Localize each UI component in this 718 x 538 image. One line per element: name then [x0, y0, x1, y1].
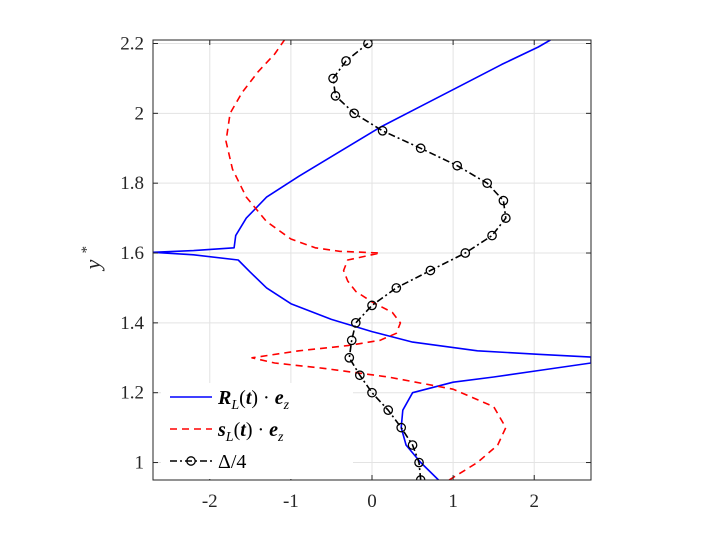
series-line-0	[153, 40, 591, 480]
series-point	[346, 335, 357, 346]
y-tick-label: 2	[135, 103, 145, 124]
y-axis-label: y *	[79, 246, 105, 271]
x-tick-label: -1	[283, 491, 299, 512]
x-tick-label: 0	[367, 491, 377, 512]
series-point	[414, 457, 424, 468]
series-0	[153, 40, 591, 480]
series-point	[452, 160, 463, 171]
series-line-2	[332, 42, 507, 480]
series-point	[350, 318, 361, 328]
y-tick-label: 1.2	[120, 383, 144, 404]
y-tick-label: 1.8	[120, 173, 144, 194]
legend-entry-r: RL(t) · ez	[170, 387, 290, 413]
legend-box	[161, 383, 353, 479]
y-axis-label-star: *	[79, 246, 95, 254]
series-point	[367, 387, 377, 398]
legend: RL(t) · ez sL(t) · ez Δ/4	[161, 383, 353, 479]
series-1	[225, 40, 507, 480]
series-point	[367, 300, 377, 311]
legend-label-delta: Δ/4	[218, 451, 246, 473]
series-point	[487, 230, 497, 241]
y-tick-label: 1.4	[120, 313, 144, 334]
legend-entry-delta: Δ/4	[170, 451, 246, 473]
series-point	[377, 125, 388, 136]
y-tick-label: 1.6	[120, 243, 144, 264]
y-axis-label-text: y	[80, 259, 105, 271]
legend-label-r: RL(t) · ez	[217, 387, 290, 413]
series-point	[341, 56, 351, 66]
series-point	[498, 195, 509, 206]
legend-entry-s: sL(t) · ez	[170, 419, 284, 445]
series-point	[396, 422, 407, 433]
x-tick-label: 2	[529, 491, 539, 512]
series-point	[407, 440, 418, 450]
series-point	[330, 91, 341, 101]
x-tick-label: 1	[448, 491, 458, 512]
series-layer	[153, 40, 591, 480]
x-tick-label: -2	[202, 491, 218, 512]
series-line-1	[225, 40, 507, 480]
series-point	[354, 370, 365, 381]
y-tick-label: 2.2	[120, 33, 144, 54]
y-tick-label: 1	[135, 453, 145, 474]
series-point	[460, 248, 471, 258]
series-point	[482, 178, 493, 189]
series-point	[415, 143, 426, 154]
series-point	[425, 265, 436, 276]
legend-marker-delta	[186, 456, 196, 466]
tick-labels: -2 -1 0 1 2 1 1.2 1.4 1.6 1.8 2 2.2	[120, 33, 539, 512]
legend-label-s: sL(t) · ez	[217, 419, 284, 445]
series-point	[344, 352, 355, 363]
series-point	[391, 283, 402, 293]
series-point	[328, 73, 338, 84]
series-point	[383, 405, 394, 416]
series-2	[328, 40, 511, 480]
series-point	[500, 213, 511, 223]
series-point	[349, 108, 360, 119]
